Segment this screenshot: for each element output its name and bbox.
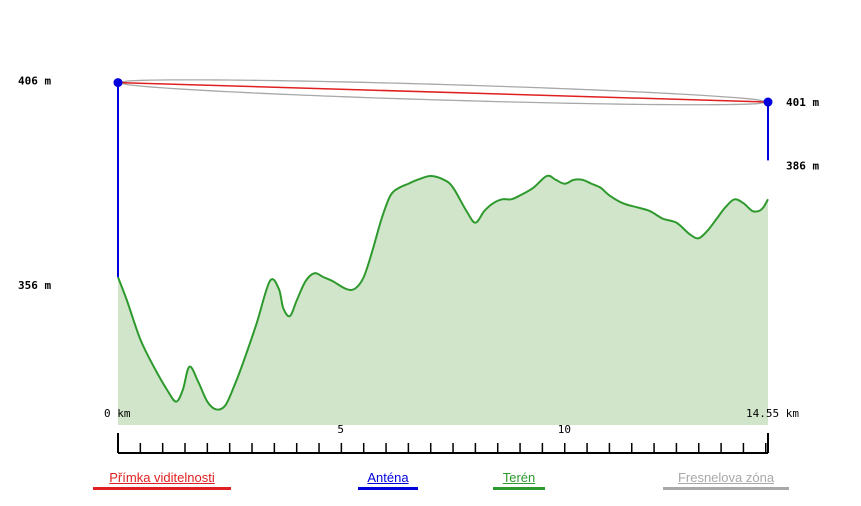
end-terrain-elevation-label: 386 m xyxy=(786,159,819,172)
start-terrain-elevation-label: 356 m xyxy=(18,279,51,292)
legend-terrain: Terén xyxy=(493,470,545,490)
x-axis-ticks xyxy=(117,433,769,453)
legend-terrain-label: Terén xyxy=(502,470,536,485)
terrain-line xyxy=(117,174,769,411)
terrain-area xyxy=(118,175,768,425)
legend-fresnel-zone-label: Fresnelova zóna xyxy=(677,470,775,485)
x-tick-label-start: 0 km xyxy=(104,407,131,420)
legend-antenna-swatch xyxy=(358,487,418,490)
x-tick-label-5: 5 xyxy=(337,423,344,436)
legend-fresnel-zone: Fresnelova zóna xyxy=(663,470,789,490)
x-tick-label-end: 14.55 km xyxy=(746,407,799,420)
antenna-end-marker xyxy=(763,97,773,107)
legend-fresnel-zone-swatch xyxy=(663,487,789,490)
end-antenna-elevation-label: 401 m xyxy=(786,96,819,109)
start-antenna-elevation-label: 406 m xyxy=(18,75,51,88)
fresnel-zone-upper xyxy=(117,79,769,103)
legend-terrain-swatch xyxy=(493,487,545,490)
line-of-sight xyxy=(117,81,769,103)
x-tick-label-10: 10 xyxy=(558,423,571,436)
legend-antenna: Anténa xyxy=(358,470,418,490)
legend-line-of-sight: Přímka viditelnosti xyxy=(93,470,231,490)
antenna-start-marker xyxy=(113,78,123,88)
legend-line-of-sight-label: Přímka viditelnosti xyxy=(109,470,215,485)
fresnel-zone-lower xyxy=(117,81,769,106)
legend-line-of-sight-swatch xyxy=(93,487,231,490)
legend-antenna-label: Anténa xyxy=(367,470,409,485)
